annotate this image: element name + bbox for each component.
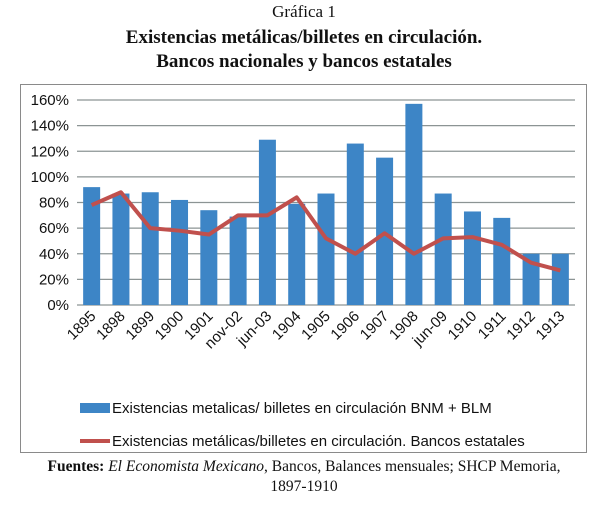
chart-title-line1: Existencias metálicas/billetes en circul… [125,27,483,48]
bar-1905 [317,193,335,305]
x-tick-label: 1910 [445,308,481,344]
bar-1913 [551,253,569,305]
x-tick-label: 1899 [122,308,158,344]
chart-title-line2: Bancos nacionales y bancos estatales [156,51,452,72]
legend-label-bar: Existencias metalicas/ billetes en circu… [112,400,492,417]
x-tick-label: 1912 [503,308,539,344]
y-tick-label: 100% [31,169,69,186]
bar-nov-02 [229,216,247,305]
source-years: 1897-1910 [270,478,338,495]
source-publication: El Economista Mexicano [108,458,265,475]
bar-1908 [405,103,423,305]
y-tick-label: 0% [47,297,69,314]
bar-1910 [463,211,481,305]
bar-jun-09 [434,193,452,305]
y-tick-label: 40% [39,246,69,263]
y-tick-label: 80% [39,195,69,212]
x-tick-label: 1905 [298,308,334,344]
x-tick-label: 1911 [475,308,510,343]
x-tick-label: 1904 [269,308,305,344]
y-tick-label: 20% [39,271,69,288]
source-note: Fuentes: El Economista Mexicano, Bancos,… [0,457,608,497]
y-tick-label: 120% [31,143,69,160]
x-tick-label: 1895 [64,308,100,344]
bar-1899 [141,192,159,305]
bar-1906 [346,143,364,305]
y-tick-label: 60% [39,220,69,237]
bar-1911 [493,217,511,305]
bar-1904 [288,203,306,305]
y-tick-label: 140% [31,118,69,135]
legend-swatch-bar [80,403,110,413]
y-tick-label: 160% [31,92,69,109]
bar-jun-03 [258,139,276,305]
x-tick-label: 1906 [328,308,364,344]
bar-1900 [171,199,189,305]
x-tick-label: 1898 [93,308,129,344]
source-label: Fuentes: [47,458,105,475]
legend-label-line: Existencias metálicas/billetes en circul… [112,433,525,450]
bar-1895 [83,187,101,305]
chart-supertitle: Gráfica 1 [272,2,336,21]
chart-frame [20,84,587,453]
x-tick-label: 1907 [357,308,393,344]
bar-1912 [522,253,540,305]
x-tick-label: 1900 [152,308,188,344]
x-tick-label: 1913 [533,308,569,344]
source-text: , Bancos, Balances mensuales; SHCP Memor… [264,458,561,475]
bar-1901 [200,210,218,305]
bar-1898 [112,193,130,305]
